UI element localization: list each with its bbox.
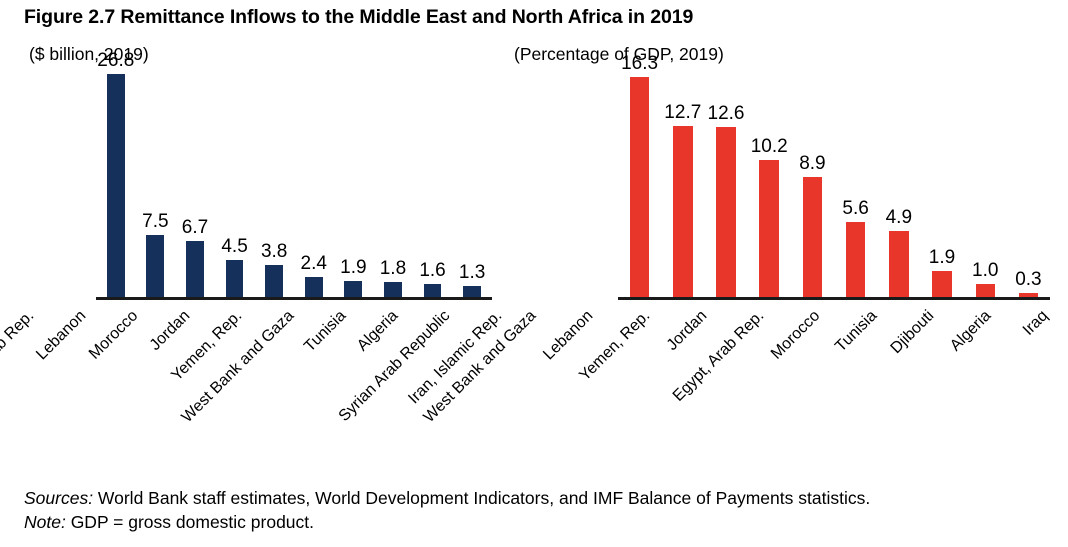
bar-item[interactable]: 1.0 [964, 44, 1007, 297]
bar-item[interactable]: 3.8 [254, 44, 294, 297]
bar-rect[interactable] [146, 234, 165, 297]
bar-value-label: 1.9 [340, 257, 367, 279]
bar-item[interactable]: 4.9 [877, 44, 920, 297]
bar-item[interactable]: 16.3 [618, 44, 661, 297]
category-slot: West Bank and Gaza [421, 302, 557, 462]
bar-value-label: 7.5 [142, 210, 169, 232]
bar-item[interactable]: 1.6 [413, 44, 453, 297]
note-text: GDP = gross domestic product. [65, 512, 315, 533]
note-label: Note: [24, 512, 66, 533]
bar-value-label: 3.8 [260, 241, 288, 263]
bar-value-label: 16.3 [621, 53, 659, 75]
category-label: Iraq [1019, 307, 1051, 339]
bar-value-label: 1.8 [379, 258, 407, 280]
bar-rect[interactable] [344, 281, 363, 297]
bar-value-label: 26.8 [97, 49, 135, 71]
bar-value-label: 0.3 [1015, 268, 1042, 290]
bar-rect[interactable] [716, 127, 736, 297]
chart-subtitle-left: ($ billion, 2019) [29, 44, 149, 64]
bar-item[interactable]: 12.6 [704, 44, 747, 297]
bar-value-label: 1.0 [972, 259, 999, 281]
bar-series-right: 16.3 12.7 12.6 10.2 8.9 5.6 4.9 1.9 1.0 0.3 [618, 44, 1050, 297]
bar-item[interactable]: 1.3 [452, 44, 492, 297]
category-slot: Morocco [768, 302, 841, 462]
category-label: Jordan [663, 307, 711, 354]
chart-subtitle-right: (Percentage of GDP, 2019) [514, 44, 724, 64]
bar-value-label: 12.7 [664, 101, 702, 123]
category-slot: Yemen, Rep. [576, 302, 671, 462]
category-slot: West Bank and Gaza [179, 302, 312, 462]
bar-rect[interactable] [106, 73, 125, 297]
category-label: Egypt, Arab Rep. [0, 307, 38, 405]
category-label: Tunisia [832, 307, 881, 356]
plot-area-right: 16.3 12.7 12.6 10.2 8.9 5.6 4.9 1.9 1.0 0.3 [618, 44, 1050, 300]
bar-value-label: 2.4 [300, 253, 327, 275]
bar-item[interactable]: 10.2 [748, 44, 791, 297]
bar-value-label: 8.9 [799, 153, 826, 175]
category-slot: Morocco [86, 302, 156, 462]
bar-item[interactable]: 4.5 [215, 44, 255, 297]
bar-rect[interactable] [186, 241, 204, 297]
bar-item[interactable]: 8.9 [791, 44, 834, 297]
bar-rect[interactable] [384, 282, 402, 297]
bar-value-label: 1.6 [419, 259, 446, 281]
bar-rect[interactable] [423, 283, 442, 297]
bar-rect[interactable] [759, 159, 779, 297]
bar-value-label: 5.6 [842, 197, 869, 219]
bar-rect[interactable] [889, 231, 909, 297]
x-axis-line-left [96, 297, 492, 300]
sources-line: Sources: World Bank staff estimates, Wor… [24, 486, 1054, 510]
bar-item[interactable]: 12.7 [661, 44, 704, 297]
bar-rect[interactable] [265, 265, 284, 297]
bar-value-label: 4.5 [221, 235, 248, 257]
category-slot: Iraq [1011, 302, 1068, 462]
bar-item[interactable]: 1.9 [920, 44, 963, 297]
bar-rect[interactable] [845, 221, 866, 297]
category-slot: Egypt, Arab Rep. [669, 302, 784, 462]
sources-text: World Bank staff estimates, World Develo… [93, 488, 871, 508]
bar-rect[interactable] [304, 277, 323, 297]
bar-item[interactable]: 1.8 [373, 44, 413, 297]
bar-item[interactable]: 5.6 [834, 44, 877, 297]
x-axis-line-right [618, 297, 1050, 300]
bar-rect[interactable] [1018, 292, 1039, 297]
bar-item[interactable]: 7.5 [136, 44, 176, 297]
bar-item[interactable]: 0.3 [1007, 44, 1050, 297]
figure-title: Figure 2.7 Remittance Inflows to the Mid… [24, 6, 694, 28]
bar-item[interactable]: 26.8 [96, 44, 136, 297]
bar-value-label: 6.7 [181, 217, 209, 239]
category-slot: Tunisia [832, 302, 898, 462]
bar-rect[interactable] [629, 77, 650, 297]
bar-value-label: 12.6 [707, 103, 745, 125]
note-line: Note: GDP = gross domestic product. [24, 510, 1054, 534]
bar-value-label: 1.3 [458, 262, 486, 284]
bar-value-label: 10.2 [750, 135, 788, 157]
category-axis-left: Egypt, Arab Rep.LebanonMoroccoJordanYeme… [0, 302, 520, 462]
plot-area-left: 26.8 7.5 6.7 4.5 3.8 2.4 1.9 1.8 1.6 1.3 [96, 44, 492, 300]
bar-rect[interactable] [225, 259, 244, 297]
bar-rect[interactable] [673, 125, 693, 297]
category-slot: Lebanon [33, 302, 104, 462]
bar-rect[interactable] [463, 286, 482, 297]
sources-label: Sources: [24, 488, 94, 508]
bar-value-label: 1.9 [928, 247, 956, 269]
bar-item[interactable]: 6.7 [175, 44, 215, 297]
bar-item[interactable]: 2.4 [294, 44, 334, 297]
category-slot: Algeria [947, 302, 1011, 462]
category-label: Algeria [946, 307, 995, 355]
bar-value-label: 4.9 [885, 207, 913, 228]
category-axis-right: West Bank and Gaza Lebanon Yemen, Rep. Jord… [421, 302, 1068, 462]
bar-series-left: 26.8 7.5 6.7 4.5 3.8 2.4 1.9 1.8 1.6 1.3 [96, 44, 492, 297]
bar-rect[interactable] [932, 271, 952, 297]
bar-item[interactable]: 1.9 [334, 44, 374, 297]
category-slot: Egypt, Arab Rep. [0, 302, 52, 462]
category-slot: Tunisia [301, 302, 364, 462]
bar-rect[interactable] [975, 283, 995, 297]
figure-notes: Sources: World Bank staff estimates, Wor… [24, 486, 1054, 534]
bar-rect[interactable] [802, 177, 823, 297]
category-slot: Djibouti [888, 302, 955, 462]
